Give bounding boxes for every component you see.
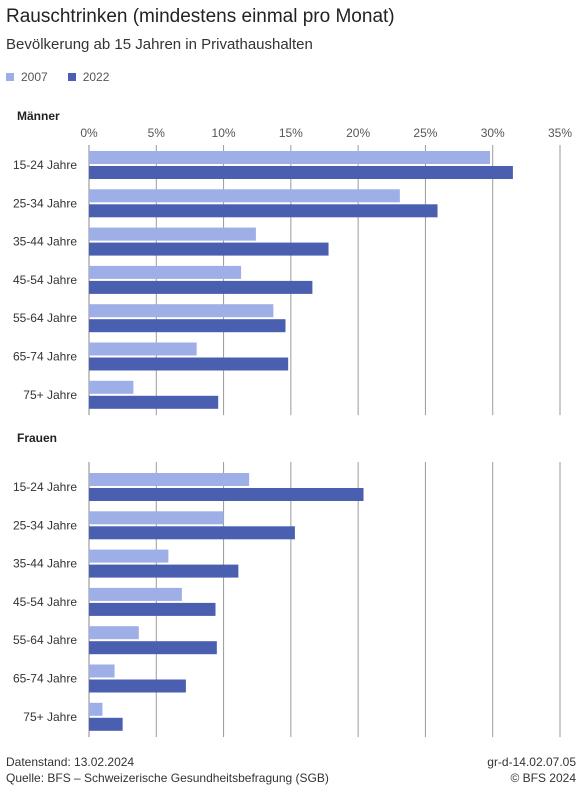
category-label-frauen-6: 75+ Jahre (23, 710, 77, 724)
bar-maenner-2022-0 (89, 166, 513, 179)
bar-frauen-2022-2 (89, 564, 239, 578)
bar-maenner-2022-3 (89, 280, 313, 294)
bar-maenner-2022-2 (89, 242, 329, 256)
bar-maenner-2007-4 (89, 304, 274, 318)
bar-maenner-2007-1 (89, 189, 400, 203)
legend-item-2022[interactable]: 2022 (67, 70, 110, 84)
chart-title: Rauschtrinken (mindestens einmal pro Mon… (6, 6, 395, 27)
bar-frauen-2007-5 (89, 664, 115, 678)
legend-swatch-2022 (67, 73, 76, 81)
bar-frauen-2022-1 (89, 526, 295, 540)
legend: 2007 2022 (6, 70, 109, 84)
x-tick-label-6: 30% (481, 126, 505, 140)
chart-code: gr-d-14.02.07.05 (487, 755, 576, 769)
category-label-maenner-6: 75+ Jahre (23, 388, 77, 402)
category-label-frauen-2: 35-44 Jahre (13, 557, 77, 571)
bar-frauen-2022-0 (89, 488, 364, 501)
bar-maenner-2022-1 (89, 204, 438, 218)
category-label-maenner-1: 25-34 Jahre (13, 196, 77, 210)
x-tick-label-1: 5% (148, 126, 166, 140)
x-tick-label-3: 15% (279, 126, 303, 140)
x-tick-label-5: 25% (413, 126, 437, 140)
bar-frauen-2007-2 (89, 549, 169, 563)
data-date: Datenstand: 13.02.2024 (6, 755, 135, 769)
x-tick-label-2: 10% (212, 126, 236, 140)
category-label-maenner-4: 55-64 Jahre (13, 311, 77, 325)
category-label-frauen-5: 65-74 Jahre (13, 672, 77, 686)
bar-maenner-2007-2 (89, 227, 256, 241)
category-label-frauen-3: 45-54 Jahre (13, 595, 77, 609)
category-label-frauen-1: 25-34 Jahre (13, 518, 77, 532)
legend-label-2022: 2022 (82, 70, 110, 84)
legend-item-2007[interactable]: 2007 (6, 70, 48, 84)
category-label-frauen-0: 15-24 Jahre (13, 480, 77, 494)
bar-maenner-2022-6 (89, 395, 219, 409)
bar-maenner-2007-3 (89, 265, 242, 279)
legend-swatch-2007 (6, 73, 14, 81)
bar-maenner-2007-6 (89, 380, 134, 394)
panel-title-frauen: Frauen (17, 431, 57, 445)
bar-frauen-2022-4 (89, 641, 217, 655)
copyright: © BFS 2024 (510, 771, 576, 785)
category-label-maenner-3: 45-54 Jahre (13, 273, 77, 287)
panel-title-maenner: Männer (17, 109, 60, 123)
chart-subtitle: Bevölkerung ab 15 Jahren in Privathausha… (6, 36, 313, 53)
footer-right: gr-d-14.02.07.05 © BFS 2024 (487, 754, 576, 786)
category-label-maenner-0: 15-24 Jahre (13, 158, 77, 172)
category-label-maenner-5: 65-74 Jahre (13, 350, 77, 364)
bar-maenner-2007-5 (89, 342, 197, 356)
bar-frauen-2022-5 (89, 679, 186, 693)
bar-frauen-2007-6 (89, 702, 103, 716)
bar-frauen-2007-1 (89, 511, 224, 525)
x-tick-label-0: 0% (80, 126, 98, 140)
bar-frauen-2007-0 (89, 473, 250, 486)
bar-maenner-2022-5 (89, 357, 289, 371)
bar-frauen-2007-4 (89, 626, 139, 640)
footer-left: Datenstand: 13.02.2024 Quelle: BFS – Sch… (6, 754, 329, 786)
x-tick-label-7: 35% (548, 126, 572, 140)
category-label-maenner-2: 35-44 Jahre (13, 235, 77, 249)
x-tick-label-4: 20% (346, 126, 370, 140)
bar-maenner-2007-0 (89, 151, 491, 164)
bar-maenner-2022-4 (89, 319, 286, 333)
bar-frauen-2022-6 (89, 717, 123, 731)
bar-frauen-2007-3 (89, 587, 182, 601)
category-label-frauen-4: 55-64 Jahre (13, 633, 77, 647)
legend-label-2007: 2007 (21, 70, 48, 84)
source-text: Quelle: BFS – Schweizerische Gesundheits… (6, 771, 329, 785)
bar-frauen-2022-3 (89, 602, 216, 616)
